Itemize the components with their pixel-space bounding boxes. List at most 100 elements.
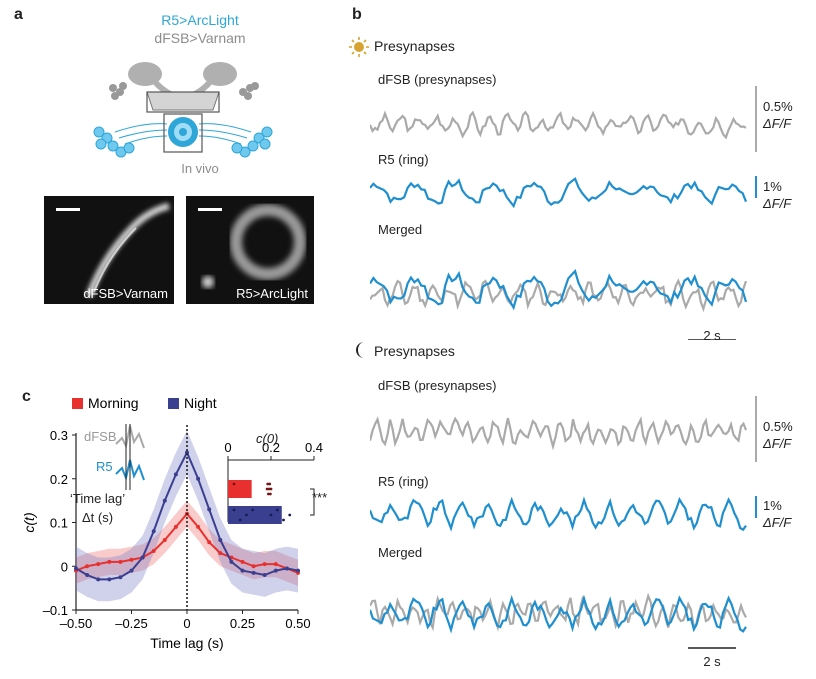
inset-dfsb-label: dFSB xyxy=(84,429,117,444)
inset-dot xyxy=(238,518,242,522)
inset-dot xyxy=(269,513,273,517)
night-r5-label: R5 (ring) xyxy=(378,474,429,489)
data-point-morning xyxy=(151,548,156,553)
data-point-morning xyxy=(196,524,201,529)
data-point-morning xyxy=(218,551,223,556)
inset-dot xyxy=(232,508,236,512)
bar-axis-title: c(0) xyxy=(256,431,279,446)
data-point-night xyxy=(240,568,245,573)
inset-tick-label: 0.2 xyxy=(262,440,280,455)
data-point-night xyxy=(185,450,189,455)
inset-trace-schematic xyxy=(115,424,145,490)
data-point-night xyxy=(151,529,156,534)
panel-c-label: c xyxy=(22,388,31,405)
data-point-night xyxy=(251,570,256,575)
x-tick-label: –0.25 xyxy=(115,616,148,631)
night-r5-trace xyxy=(370,496,747,532)
micrograph-caption-varnam: dFSB>Varnam xyxy=(83,286,168,301)
x-tick-label: 0.50 xyxy=(285,616,310,631)
data-point-morning xyxy=(240,559,245,564)
inset-dot xyxy=(268,492,272,496)
inset-dot xyxy=(282,518,285,522)
inset-dot xyxy=(267,487,271,491)
day-dfsb-trace xyxy=(370,110,747,140)
in-vivo-label: In vivo xyxy=(181,161,219,176)
inset-bar-chart: 0 0.2 0.4 xyxy=(224,440,323,524)
data-point-night xyxy=(229,559,234,564)
night-scale2-value: 1% xyxy=(763,498,782,513)
inset-dot xyxy=(245,513,248,517)
day-scale1-value: 0.5% xyxy=(763,99,793,114)
data-point-night xyxy=(74,566,78,571)
night-traces xyxy=(370,396,757,649)
y-axis-label: c(t) xyxy=(21,512,37,532)
data-point-morning xyxy=(107,559,112,564)
inset-tick-label: 0.4 xyxy=(305,440,323,455)
data-point-night xyxy=(140,555,145,560)
data-point-night xyxy=(118,575,123,580)
data-point-morning xyxy=(129,557,134,562)
inset-time-lag-label: ‘Time lag’ xyxy=(70,491,126,506)
data-point-morning xyxy=(96,562,101,567)
day-scale1-unit: ΔF/F xyxy=(763,116,792,131)
inset-dot xyxy=(251,508,255,512)
night-dfsb-trace xyxy=(370,416,748,451)
data-point-night xyxy=(262,573,267,577)
data-point-morning xyxy=(251,564,256,569)
night-time-scale: 2 s xyxy=(703,654,721,669)
night-presynapses-title: Presynapses xyxy=(374,343,455,359)
inset-dot xyxy=(266,482,270,486)
data-point-night xyxy=(296,568,300,573)
varnam-genotype: dFSB>Varnam xyxy=(154,30,246,46)
night-dfsb-label: dFSB (presynapses) xyxy=(378,378,497,393)
inset-delta-t-label: Δt (s) xyxy=(82,510,114,525)
night-scale1-value: 0.5% xyxy=(763,419,793,434)
inset-dot xyxy=(267,492,270,496)
night-scale2-unit: ΔF/F xyxy=(763,515,792,530)
data-point-morning xyxy=(207,540,212,545)
legend-label-morning: Morning xyxy=(88,395,139,411)
data-point-night xyxy=(129,568,134,573)
micrograph-scale-bar xyxy=(56,208,80,211)
y-tick-label: 0.2 xyxy=(50,472,68,487)
x-tick-label: 0 xyxy=(183,616,190,631)
y-tick-label: 0.3 xyxy=(50,428,68,443)
data-point-morning xyxy=(118,559,123,564)
micrograph-varnam: dFSB>Varnam xyxy=(44,196,174,304)
day-traces xyxy=(370,86,757,340)
data-point-night xyxy=(284,566,289,571)
tick-labels: –0.1 0 0.1 0.2 0.3 –0.50 –0.25 0 0.25 0.50 xyxy=(43,428,311,631)
arclight-genotype: R5>ArcLight xyxy=(161,12,239,28)
inset-tick-label: 0 xyxy=(224,440,231,455)
day-r5-trace xyxy=(370,176,748,209)
data-point-night xyxy=(96,577,101,582)
day-presynapses-title: Presynapses xyxy=(374,38,455,54)
fly-brain-schematic xyxy=(93,62,273,158)
night-scale1-unit: ΔF/F xyxy=(763,436,792,451)
inset-dot xyxy=(288,513,292,517)
day-merged-dfsb-trace xyxy=(370,278,748,313)
night-merged-label: Merged xyxy=(378,545,423,560)
night-merged-dfsb-trace xyxy=(370,592,747,632)
inset-bar-morning xyxy=(228,480,252,498)
day-time-scale: 2 s xyxy=(703,328,721,343)
panel-b-label: b xyxy=(352,6,362,23)
data-point-night xyxy=(196,476,201,481)
data-point-night xyxy=(173,472,178,477)
day-dfsb-label: dFSB (presynapses) xyxy=(378,72,497,87)
moon-icon xyxy=(356,342,364,358)
legend-swatch-morning xyxy=(72,398,83,409)
data-point-morning xyxy=(173,524,178,529)
significance-bracket xyxy=(310,488,315,516)
day-scale2-value: 1% xyxy=(763,179,782,194)
error-band-morning xyxy=(76,500,298,586)
data-point-night xyxy=(218,538,223,542)
panel-a-label: a xyxy=(14,6,23,23)
legend-label-night: Night xyxy=(184,395,217,411)
data-point-morning xyxy=(162,538,167,542)
series-lines xyxy=(74,450,300,582)
data-point-morning xyxy=(85,564,90,569)
data-point-night xyxy=(85,573,90,577)
micrograph-caption-arclight: R5>ArcLight xyxy=(236,286,308,301)
micrograph-arclight: R5>ArcLight xyxy=(186,196,314,304)
